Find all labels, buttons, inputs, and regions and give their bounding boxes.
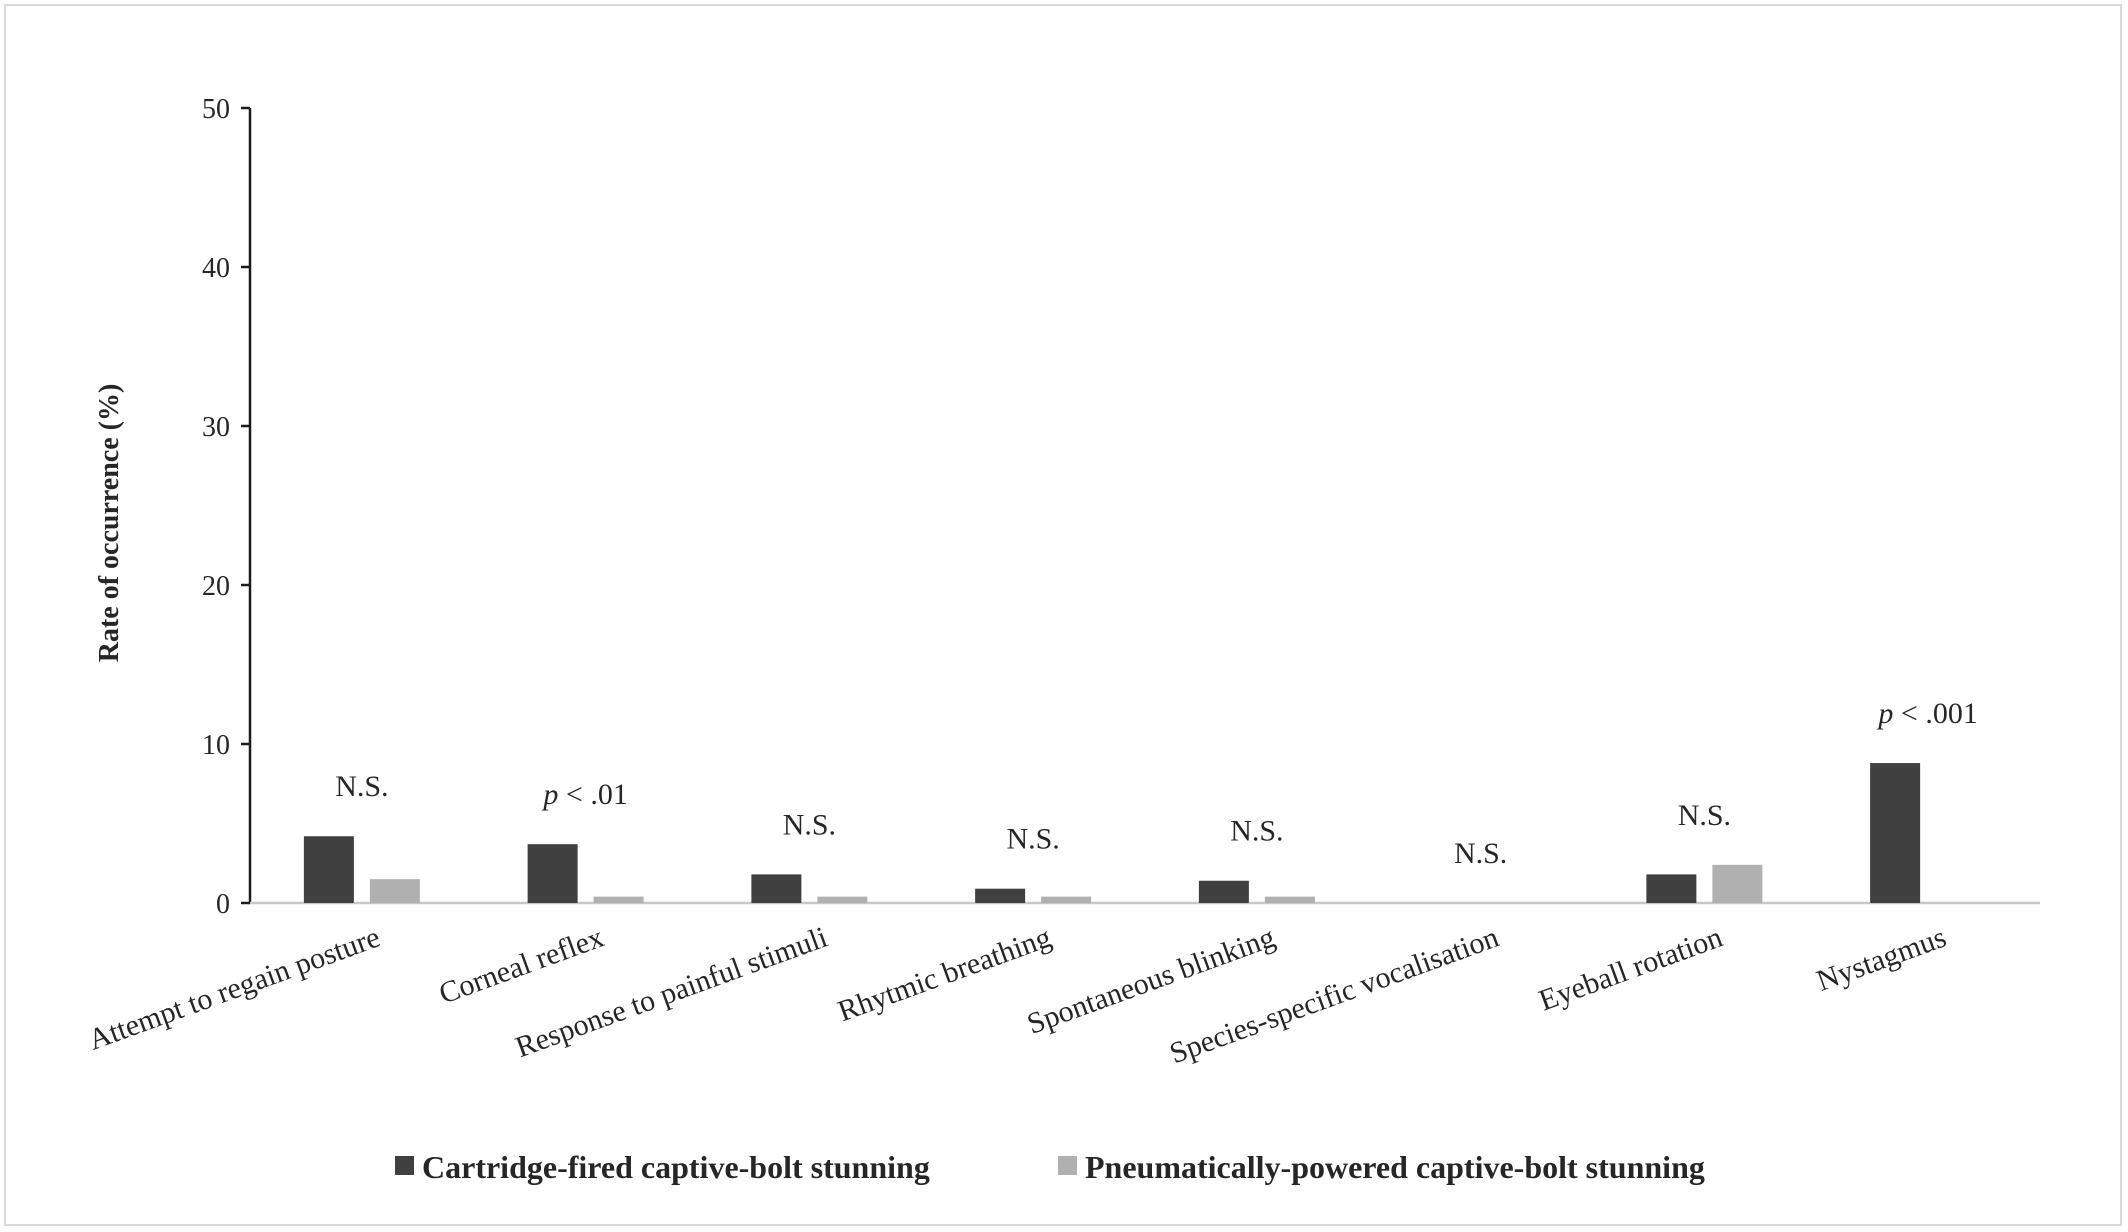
bar-cartridge xyxy=(975,888,1026,903)
significance-text: N.S. xyxy=(1454,837,1507,870)
y-tick-label: 40 xyxy=(202,253,230,284)
significance-label: N.S. xyxy=(335,770,388,803)
significance-text: N.S. xyxy=(1006,823,1059,856)
legend-swatch xyxy=(395,1156,414,1175)
category-label: Attempt to regain posture xyxy=(84,921,384,1057)
y-axis: 0 10 20 30 40 50 xyxy=(202,94,252,920)
legend-label: Cartridge-fired captive-bolt stunning xyxy=(422,1149,930,1185)
bar-pneumatic xyxy=(817,896,868,903)
significance-label: p < .01 xyxy=(541,778,627,811)
legend-label: Pneumatically-powered captive-bolt stunn… xyxy=(1085,1149,1705,1185)
bar-pneumatic xyxy=(369,879,420,903)
y-tick-label: 10 xyxy=(202,730,230,761)
bar-pneumatic xyxy=(1041,896,1092,903)
bar-cartridge xyxy=(1198,880,1249,903)
significance-text: N.S. xyxy=(335,770,388,803)
significance-label: N.S. xyxy=(1006,823,1059,856)
y-tick-label: 30 xyxy=(202,412,230,443)
significance-text: N.S. xyxy=(1230,815,1283,848)
bar-pneumatic xyxy=(593,896,644,903)
bar-cartridge xyxy=(1646,874,1697,903)
bar-cartridge xyxy=(303,836,354,903)
legend: Cartridge-fired captive-bolt stunning Pne… xyxy=(395,1149,1705,1185)
significance-label: N.S. xyxy=(1230,815,1283,848)
significance-text: N.S. xyxy=(1678,799,1731,832)
y-tick-label: 0 xyxy=(216,889,230,920)
bar-cartridge xyxy=(527,844,578,903)
significance-label: N.S. xyxy=(1678,799,1731,832)
bar-pneumatic xyxy=(1712,864,1763,903)
significance-label: p < .001 xyxy=(1876,697,1977,730)
annotations: N.S. p < .01 N.S. N.S. N.S. N.S. N.S. p < .001 xyxy=(335,697,1978,870)
p-symbol: p xyxy=(1876,697,1893,730)
bar-pneumatic xyxy=(1264,896,1315,903)
y-tick-label: 20 xyxy=(202,571,230,602)
category-labels: Attempt to regain posture Corneal reflex R… xyxy=(84,921,1950,1071)
significance-text: < .001 xyxy=(1893,697,1977,730)
y-axis-label: Rate of occurrence (%) xyxy=(94,384,125,663)
bar-cartridge xyxy=(751,874,802,903)
significance-label: N.S. xyxy=(1454,837,1507,870)
category-label: Eyeball rotation xyxy=(1535,921,1727,1018)
y-tick-label: 50 xyxy=(202,94,230,125)
category-label: Rhytmic breathing xyxy=(834,921,1056,1029)
bars xyxy=(303,763,1921,903)
category-label: Corneal reflex xyxy=(435,921,608,1011)
category-label: Nystagmus xyxy=(1812,921,1950,998)
chart-frame xyxy=(4,4,2122,1226)
legend-swatch xyxy=(1058,1156,1077,1175)
significance-label: N.S. xyxy=(783,808,836,841)
p-symbol: p xyxy=(541,778,558,811)
significance-text: N.S. xyxy=(783,808,836,841)
bar-cartridge xyxy=(1870,763,1921,903)
significance-text: < .01 xyxy=(558,778,627,811)
